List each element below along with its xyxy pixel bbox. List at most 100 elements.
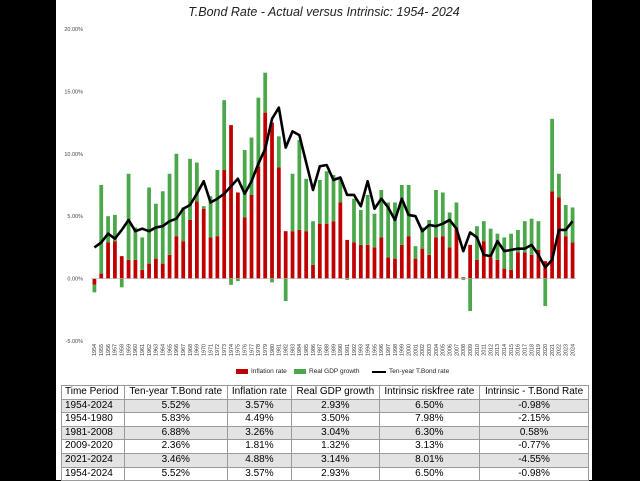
inflation-bar (106, 242, 110, 279)
inflation-bar (475, 259, 479, 279)
inflation-bar (516, 252, 520, 279)
table-row: 1954-2024 5.52% 3.57% 2.93% 6.50% -0.98% (61, 466, 589, 481)
x-tick-label: 1954 (92, 344, 98, 356)
gdp-bar (543, 278, 548, 307)
gdp-bar (270, 278, 274, 283)
table-cell: 3.26% (226, 425, 293, 441)
inflation-bar (399, 244, 404, 279)
x-tick-label: 1955 (99, 344, 105, 356)
y-tick-label: 5.00% (67, 214, 83, 220)
gdp-bar (563, 204, 568, 237)
table-header-cell: Intrinsic riskfree rate (378, 385, 481, 400)
inflation-bar (119, 256, 124, 279)
gdp-bar (140, 237, 145, 270)
table-cell: 0.58% (479, 425, 589, 441)
x-tick-label: 1966 (174, 344, 180, 356)
x-tick-label: 2006 (447, 344, 453, 356)
inflation-bar (167, 254, 172, 279)
inflation-bar (386, 257, 391, 279)
x-tick-label: 1991 (345, 344, 351, 356)
inflation-bar (297, 229, 302, 279)
inflation-bar (543, 261, 548, 279)
gdp-bar (509, 233, 513, 270)
gdp-bar (99, 185, 104, 274)
inflation-bar (290, 231, 295, 279)
inflation-bar (242, 217, 247, 279)
chart-panel: T.Bond Rate - Actual versus Intrinsic: 1… (56, 0, 592, 481)
gdp-bar (461, 278, 466, 280)
gdp-bar (481, 221, 486, 242)
inflation-bar (181, 241, 186, 279)
x-tick-label: 2014 (502, 344, 508, 356)
inflation-bar (557, 197, 561, 279)
gdp-bar (235, 278, 240, 282)
x-tick-label: 1981 (277, 344, 283, 356)
x-tick-label: 1986 (311, 344, 317, 356)
gdp-bar (229, 278, 233, 285)
inflation-bar (454, 227, 459, 279)
x-tick-label: 1970 (202, 344, 208, 356)
gdp-bar (386, 202, 391, 258)
table-cell: 1981-2008 (61, 425, 125, 441)
inflation-bar (427, 254, 432, 279)
gdp-bar (311, 221, 315, 265)
gdp-bar (406, 185, 411, 237)
legend-marker (294, 369, 306, 374)
gdp-bar (113, 214, 117, 242)
table-cell: 3.50% (291, 412, 380, 427)
table-cell: 1.32% (291, 439, 380, 454)
inflation-bar (550, 191, 554, 279)
chart-title: T.Bond Rate - Actual versus Intrinsic: 1… (188, 5, 460, 19)
x-tick-label: 1976 (242, 344, 248, 356)
inflation-bar (488, 257, 493, 279)
gdp-bar (331, 175, 336, 222)
table-cell: 2.93% (291, 466, 380, 481)
inflation-bar (406, 236, 411, 279)
x-tick-label: 1967 (181, 344, 187, 356)
x-tick-label: 2003 (427, 344, 433, 356)
gdp-bar (133, 227, 138, 260)
gdp-bar (345, 278, 350, 280)
x-tick-label: 2013 (495, 344, 501, 356)
y-tick-label: -5.00% (66, 339, 84, 345)
inflation-bar (160, 263, 165, 279)
x-tick-label: 1983 (290, 344, 296, 356)
x-tick-label: 1999 (400, 344, 406, 356)
table-row: 2009-2020 2.36% 1.81% 1.32% 3.13% -0.77% (61, 439, 589, 454)
x-tick-label: 2012 (488, 344, 494, 356)
x-tick-label: 2007 (454, 344, 460, 356)
x-tick-label: 2011 (482, 344, 488, 356)
inflation-bar (229, 125, 233, 279)
inflation-bar (509, 269, 513, 279)
inflation-bar (283, 231, 288, 279)
x-tick-label: 1980 (270, 344, 276, 356)
table-cell: 2.36% (123, 439, 228, 454)
table-cell: 5.52% (123, 398, 228, 414)
inflation-bar (570, 242, 575, 279)
table-cell: 5.83% (123, 412, 228, 427)
gdp-bar (502, 237, 507, 269)
x-tick-label: 1957 (113, 344, 119, 356)
gdp-bar (263, 72, 268, 113)
inflation-bar (276, 167, 281, 279)
gdp-bar (249, 137, 254, 195)
table-cell: 5.52% (123, 466, 228, 481)
inflation-bar (256, 166, 261, 279)
legend-label: Inflation rate (251, 368, 287, 375)
inflation-bar (195, 201, 199, 279)
inflation-bar (215, 236, 220, 279)
table-cell: 7.98% (378, 412, 481, 427)
table-cell: -2.15% (479, 412, 589, 427)
y-tick-label: 10.00% (64, 152, 83, 158)
table-cell: 6.50% (378, 466, 481, 481)
y-tick-label: 20.00% (64, 27, 83, 33)
x-tick-label: 2024 (570, 344, 576, 356)
table-cell: 3.04% (291, 425, 380, 441)
gdp-bar (393, 202, 397, 259)
table-cell: 3.57% (226, 398, 293, 414)
table-cell: -0.98% (479, 398, 589, 414)
inflation-bar (522, 252, 527, 279)
table-cell: -4.55% (479, 452, 589, 468)
gdp-bar (352, 198, 356, 243)
inflation-bar (174, 236, 179, 279)
